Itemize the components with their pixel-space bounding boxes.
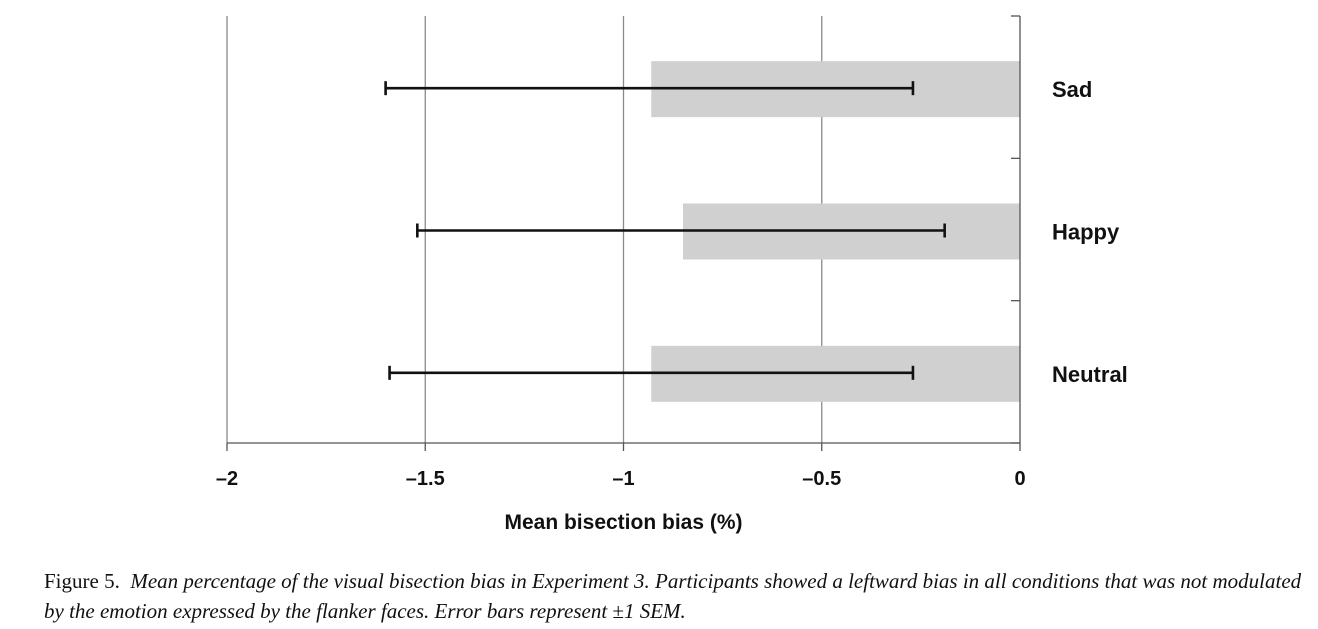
x-tick-label: 0	[1014, 468, 1025, 490]
x-tick-label: –1.5	[406, 468, 445, 490]
bar-chart: –2 –1.5 –1 –0.5 0 Sad Happy Neutral Mean bisec…	[216, 15, 1128, 534]
x-tick-label: –1	[612, 468, 634, 490]
caption-label: Figure 5.	[44, 569, 120, 593]
category-label-sad: Sad	[1052, 77, 1092, 102]
x-tick-label: –0.5	[802, 468, 841, 490]
x-tick-label: –2	[216, 468, 238, 490]
category-label-neutral: Neutral	[1052, 362, 1128, 387]
axes	[226, 15, 1021, 451]
error-bars	[384, 81, 946, 380]
x-axis-title: Mean bisection bias (%)	[504, 511, 742, 534]
category-labels: Sad Happy Neutral	[1052, 77, 1128, 387]
category-label-happy: Happy	[1052, 220, 1120, 245]
x-tick-labels: –2 –1.5 –1 –0.5 0	[216, 468, 1026, 490]
figure-caption: Figure 5. Mean percentage of the visual …	[44, 566, 1306, 626]
caption-text: Mean percentage of the visual bisection …	[44, 569, 1302, 623]
